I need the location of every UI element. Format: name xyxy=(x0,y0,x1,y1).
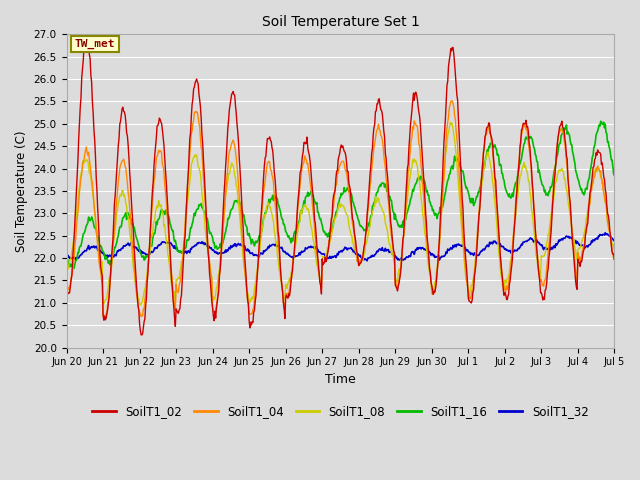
SoilT1_04 xyxy=(63,285,70,291)
SoilT1_04 xyxy=(440,173,448,179)
Line: SoilT1_32: SoilT1_32 xyxy=(67,233,614,261)
SoilT1_32 xyxy=(386,249,394,254)
SoilT1_02 xyxy=(208,299,216,305)
SoilT1_02 xyxy=(184,170,192,176)
SoilT1_32 xyxy=(207,245,214,251)
SoilT1_32 xyxy=(63,255,70,261)
SoilT1_32 xyxy=(602,230,609,236)
SoilT1_02 xyxy=(562,142,570,147)
SoilT1_32 xyxy=(183,251,191,256)
SoilT1_16 xyxy=(70,265,78,271)
SoilT1_02 xyxy=(387,219,394,225)
SoilT1_02 xyxy=(333,168,341,173)
X-axis label: Time: Time xyxy=(325,373,356,386)
SoilT1_04 xyxy=(611,256,618,262)
SoilT1_08 xyxy=(440,177,448,182)
SoilT1_16 xyxy=(333,208,340,214)
SoilT1_04 xyxy=(386,217,394,223)
SoilT1_08 xyxy=(136,302,144,308)
SoilT1_08 xyxy=(447,120,454,125)
SoilT1_16 xyxy=(184,237,191,242)
SoilT1_16 xyxy=(597,119,605,124)
SoilT1_16 xyxy=(440,197,448,203)
SoilT1_08 xyxy=(207,273,215,278)
SoilT1_08 xyxy=(386,242,394,248)
SoilT1_02 xyxy=(63,281,70,287)
SoilT1_04 xyxy=(333,181,340,187)
SoilT1_16 xyxy=(386,194,394,200)
SoilT1_16 xyxy=(207,231,215,237)
SoilT1_02 xyxy=(441,127,449,133)
SoilT1_08 xyxy=(184,200,191,206)
Text: TW_met: TW_met xyxy=(75,39,115,49)
SoilT1_02 xyxy=(138,332,146,338)
SoilT1_32 xyxy=(364,258,371,264)
Line: SoilT1_16: SoilT1_16 xyxy=(67,121,614,268)
SoilT1_02 xyxy=(84,36,92,42)
SoilT1_08 xyxy=(63,263,70,268)
Line: SoilT1_08: SoilT1_08 xyxy=(67,122,614,305)
SoilT1_16 xyxy=(611,173,618,179)
SoilT1_08 xyxy=(562,182,570,188)
SoilT1_04 xyxy=(184,187,191,192)
Legend: SoilT1_02, SoilT1_04, SoilT1_08, SoilT1_16, SoilT1_32: SoilT1_02, SoilT1_04, SoilT1_08, SoilT1_… xyxy=(88,400,593,423)
SoilT1_32 xyxy=(440,253,448,259)
SoilT1_32 xyxy=(611,238,618,244)
SoilT1_16 xyxy=(63,255,70,261)
SoilT1_02 xyxy=(611,256,618,262)
SoilT1_04 xyxy=(207,273,215,278)
SoilT1_04 xyxy=(449,98,456,104)
SoilT1_08 xyxy=(611,245,618,251)
SoilT1_04 xyxy=(562,149,570,155)
SoilT1_32 xyxy=(561,235,569,241)
Title: Soil Temperature Set 1: Soil Temperature Set 1 xyxy=(262,15,419,29)
SoilT1_04 xyxy=(100,314,108,320)
Line: SoilT1_04: SoilT1_04 xyxy=(67,101,614,317)
Line: SoilT1_02: SoilT1_02 xyxy=(67,39,614,335)
Y-axis label: Soil Temperature (C): Soil Temperature (C) xyxy=(15,130,28,252)
SoilT1_08 xyxy=(333,213,340,218)
SoilT1_32 xyxy=(332,255,340,261)
SoilT1_16 xyxy=(561,125,569,131)
